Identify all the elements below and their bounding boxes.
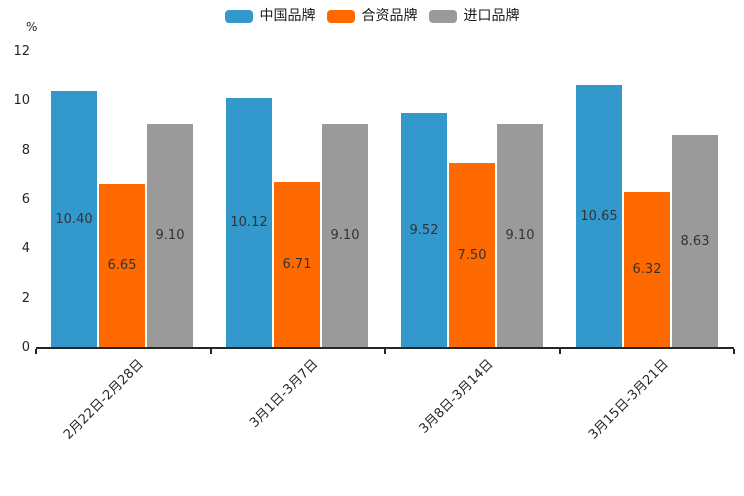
legend-color-swatch — [326, 9, 355, 23]
x-axis-tick — [35, 349, 37, 354]
bar: 10.40 — [51, 91, 97, 348]
y-axis-tick-label: 0 — [21, 340, 30, 355]
legend-item: 合资品牌 — [326, 8, 418, 24]
y-axis-tick-label: 2 — [21, 290, 30, 306]
legend-label: 合资品牌 — [361, 8, 418, 24]
bar-value-label: 9.52 — [409, 222, 439, 238]
chart-legend: 中国品牌 合资品牌 进口品牌 — [0, 8, 744, 24]
bar-value-label: 6.71 — [282, 257, 312, 273]
bar: 10.65 — [576, 85, 622, 348]
bar-value-label: 6.32 — [632, 262, 662, 278]
bar: 9.10 — [497, 123, 543, 348]
y-axis-tick-label: 4 — [21, 241, 30, 257]
bar-value-label: 9.10 — [330, 227, 360, 243]
legend-label: 中国品牌 — [259, 8, 316, 24]
bar: 6.65 — [99, 183, 145, 348]
x-axis-category-label: 3月8日-3月14日 — [416, 356, 497, 437]
x-axis-tick — [733, 349, 735, 354]
bar: 9.52 — [401, 113, 447, 348]
bar: 6.71 — [274, 182, 320, 348]
x-axis-category-label: 3月1日-3月7日 — [247, 356, 322, 431]
y-axis-tick-label: 6 — [21, 192, 30, 207]
x-axis-tick — [209, 349, 212, 354]
bar: 7.50 — [449, 163, 495, 348]
y-axis-unit-label: % — [26, 20, 38, 34]
y-axis-tick-label: 10 — [13, 93, 30, 109]
x-axis-category-label: 3月15日-3月21日 — [585, 356, 672, 443]
bar: 8.63 — [672, 135, 718, 348]
legend-color-swatch — [428, 9, 457, 23]
x-axis-category-label: 2月22日-2月28日 — [60, 356, 147, 443]
bar-value-label: 8.63 — [680, 233, 710, 249]
bar: 6.32 — [624, 192, 670, 348]
x-axis-line — [36, 347, 734, 349]
bar: 9.10 — [147, 123, 193, 348]
legend-label: 进口品牌 — [463, 8, 520, 24]
y-axis-tick-label: 8 — [21, 142, 30, 158]
legend-item: 中国品牌 — [224, 8, 316, 24]
bar-value-label: 10.65 — [580, 208, 618, 224]
bar: 10.12 — [226, 98, 272, 348]
x-axis-tick — [384, 349, 386, 354]
bar-value-label: 10.40 — [55, 211, 93, 227]
x-axis-tick — [558, 349, 561, 354]
legend-color-swatch — [224, 9, 253, 23]
bar-value-label: 9.10 — [505, 227, 535, 243]
bar-value-label: 9.10 — [155, 227, 185, 243]
y-axis-tick-label: 12 — [13, 44, 30, 59]
bar-value-label: 10.12 — [230, 215, 268, 231]
bar-value-label: 7.50 — [457, 247, 487, 263]
legend-item: 进口品牌 — [428, 8, 520, 24]
bar: 9.10 — [322, 123, 368, 348]
bar-value-label: 6.65 — [107, 257, 137, 273]
